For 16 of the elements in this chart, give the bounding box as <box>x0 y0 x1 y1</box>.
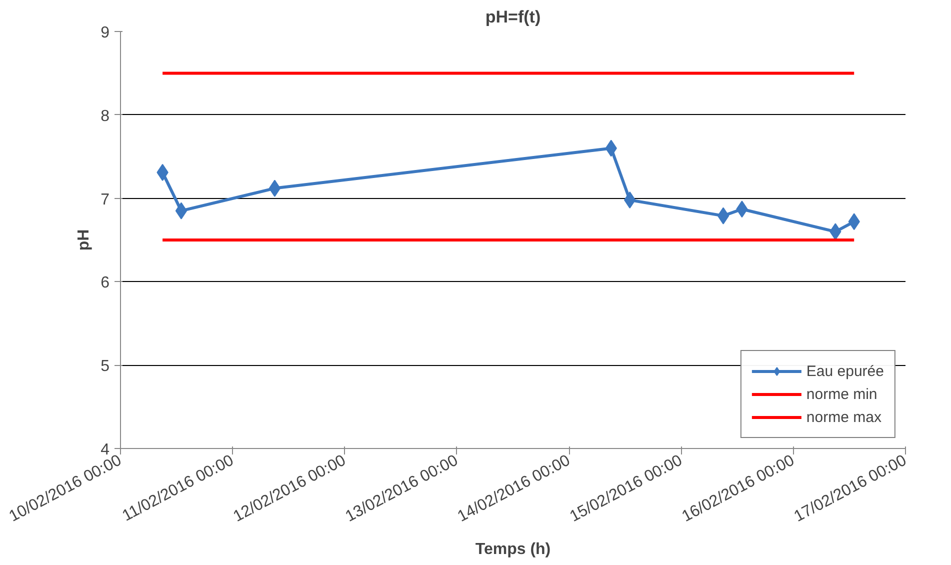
y-tick-label: 6 <box>100 274 110 292</box>
point <box>268 180 281 197</box>
point <box>717 207 730 224</box>
point <box>175 202 188 220</box>
y-tick-label: 7 <box>100 191 110 208</box>
y-tick-label: 4 <box>100 442 110 458</box>
legend-label: Eau epurée <box>806 362 884 380</box>
point <box>624 191 636 208</box>
legend-label: norme max <box>806 408 882 426</box>
y-tick-label: 8 <box>100 108 110 125</box>
chart-title: pH=f(t) <box>485 8 541 26</box>
y-tick-label: 5 <box>100 358 110 376</box>
y-tick-label: 9 <box>100 24 110 42</box>
x-axis-title: Temps (h) <box>475 540 551 558</box>
y-axis-title: pH <box>76 229 93 251</box>
legend-label: norme min <box>806 386 878 402</box>
